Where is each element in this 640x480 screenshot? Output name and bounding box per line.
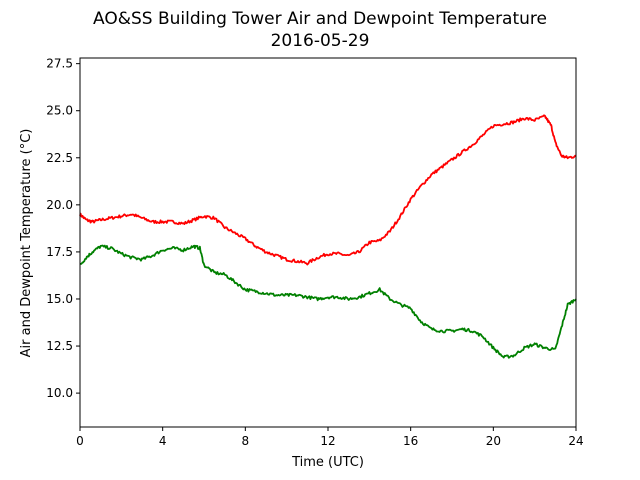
x-tick-label: 0	[76, 434, 84, 448]
plot-frame	[79, 57, 577, 428]
x-tick-label: 24	[568, 434, 583, 448]
x-tick-label: 12	[320, 434, 335, 448]
y-tick-label: 17.5	[46, 245, 73, 259]
y-tick-label: 12.5	[46, 339, 73, 353]
y-tick-label: 20.0	[46, 198, 73, 212]
y-axis-ticks: 10.0 12.5 15.0 17.5 20.0 22.5 25.0 27.5	[46, 57, 80, 400]
x-tick-label: 16	[403, 434, 418, 448]
chart-subtitle: 2016-05-29	[271, 31, 370, 51]
series-line-0	[79, 114, 577, 266]
series-layer	[79, 114, 577, 359]
y-tick-label: 27.5	[46, 57, 73, 71]
y-axis-label: Air and Dewpoint Temperature (°C)	[19, 129, 34, 358]
y-tick-label: 15.0	[46, 292, 73, 306]
x-tick-label: 4	[159, 434, 167, 448]
chart-title: AO&SS Building Tower Air and Dewpoint Te…	[93, 9, 547, 29]
x-axis-label: Time (UTC)	[291, 455, 364, 470]
y-tick-label: 22.5	[46, 151, 73, 165]
y-tick-label: 10.0	[46, 386, 73, 400]
plot-area	[80, 58, 576, 427]
x-tick-label: 20	[486, 434, 501, 448]
y-tick-label: 25.0	[46, 104, 73, 118]
x-tick-label: 8	[242, 434, 250, 448]
series-line-1	[79, 244, 577, 359]
x-axis-ticks: 0 4 8 12 16 20 24	[76, 427, 584, 448]
